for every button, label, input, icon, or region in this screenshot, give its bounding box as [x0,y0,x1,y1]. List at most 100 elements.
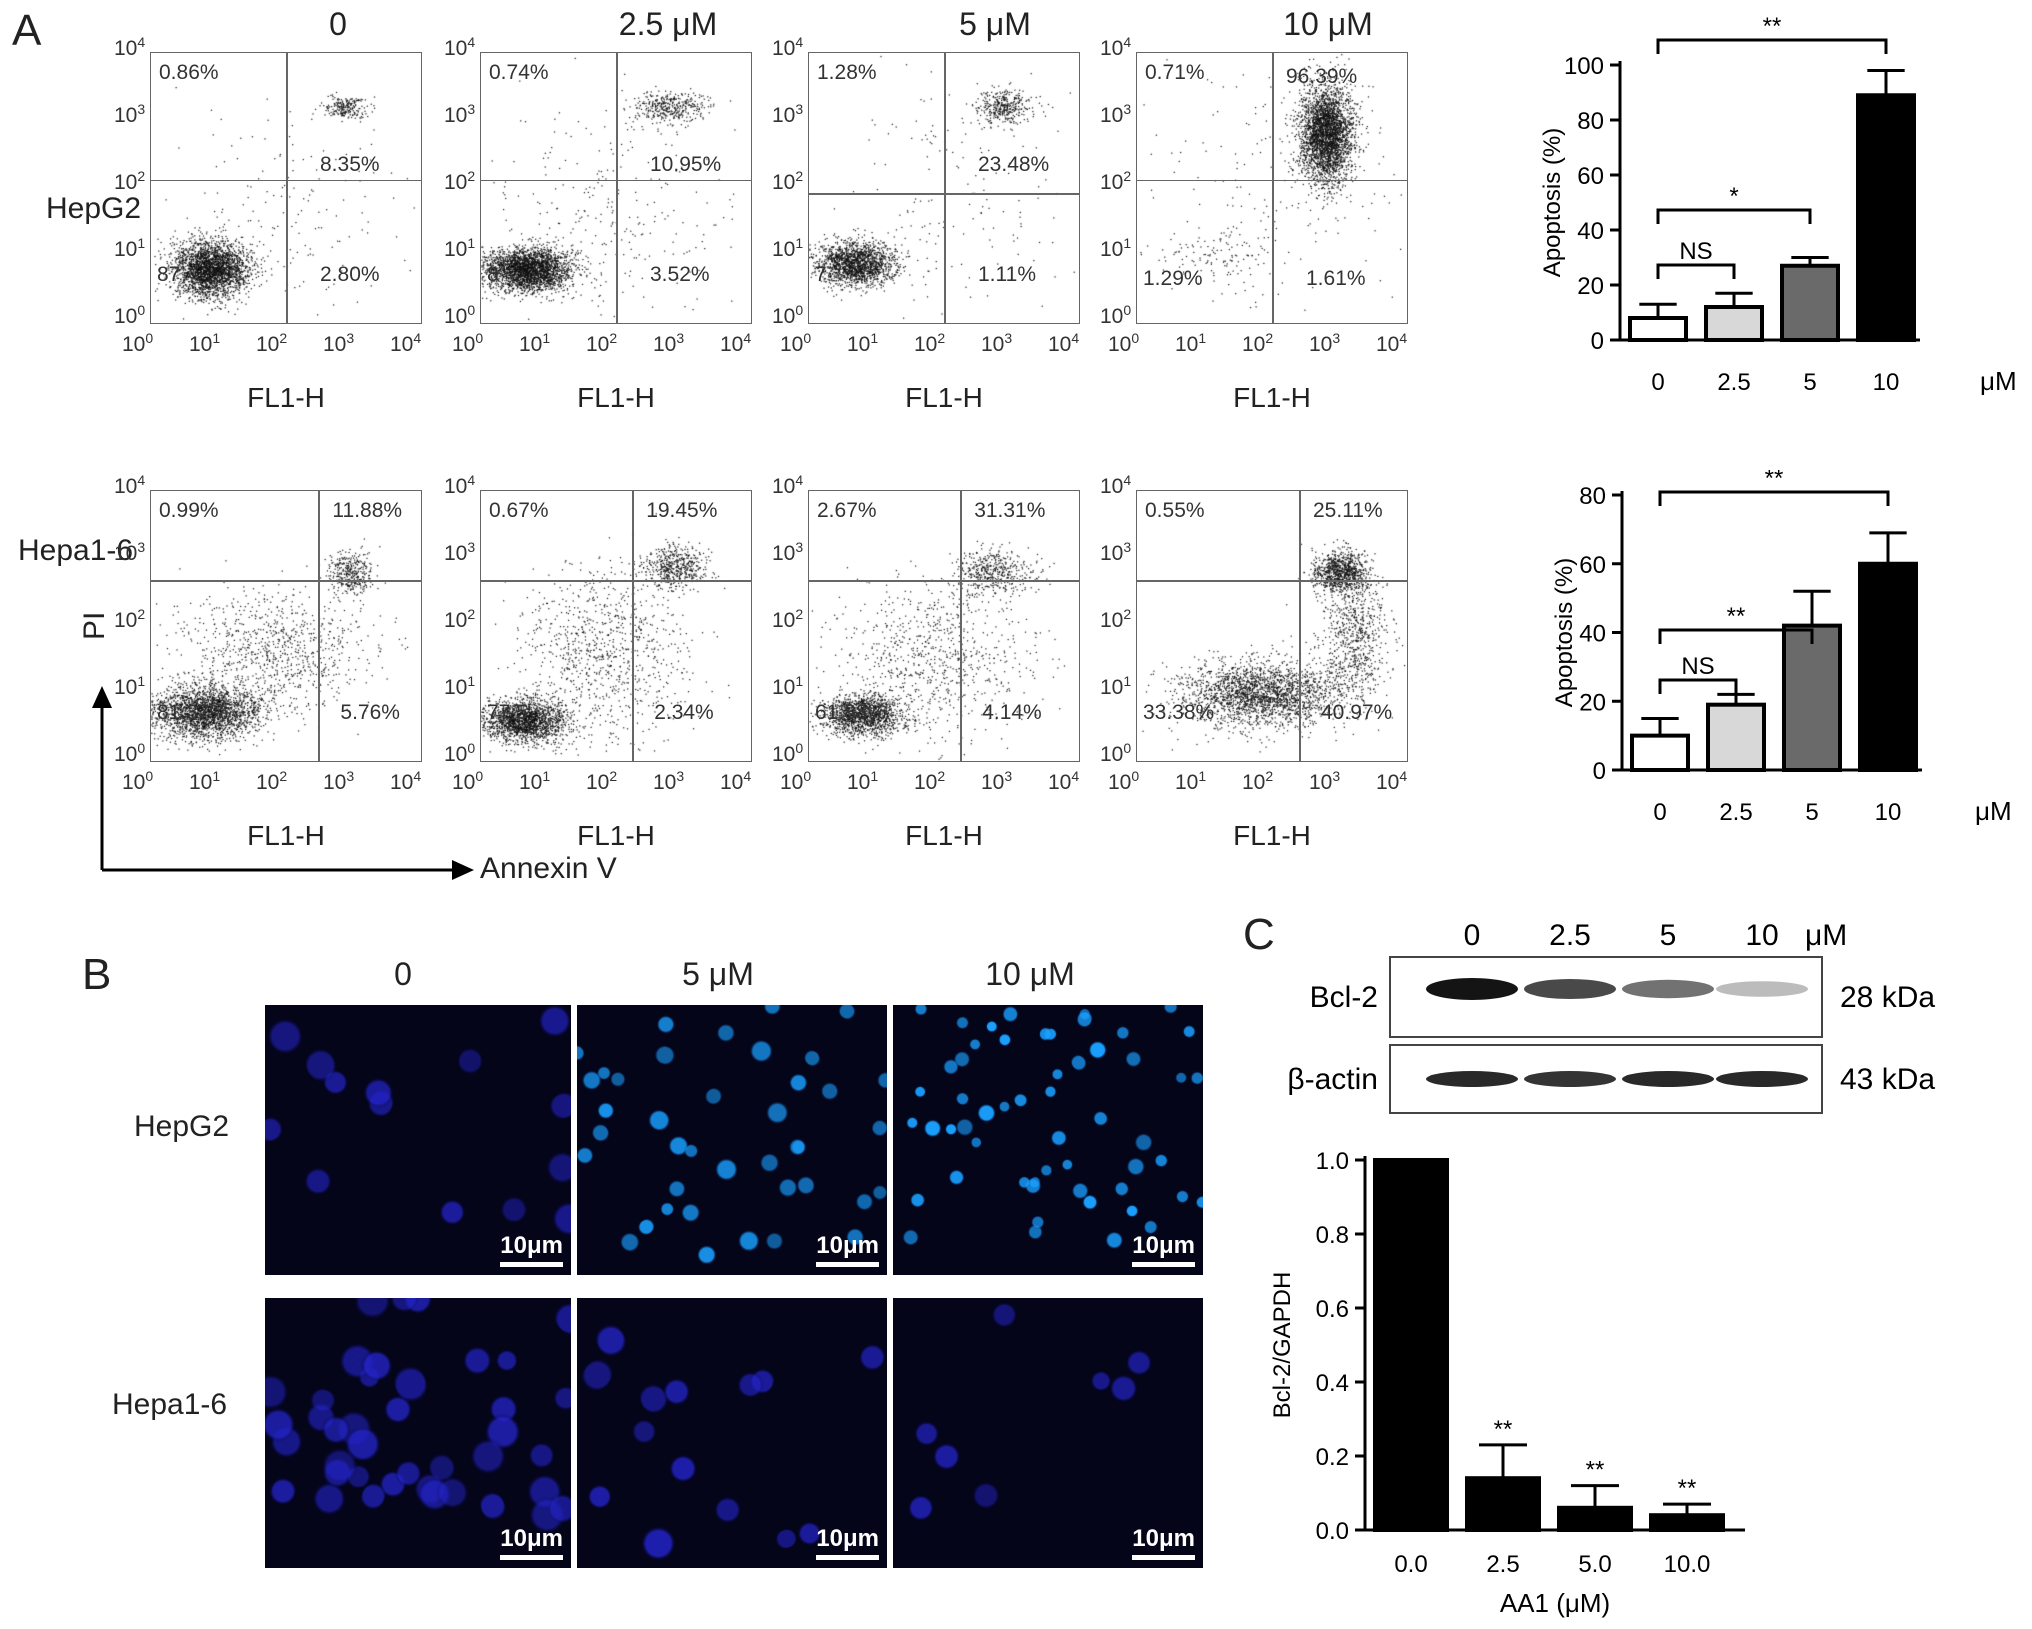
scale-bar-line [1132,1262,1195,1267]
y-tick-label: 104 [1100,472,1132,498]
y-tick-label: 80 [1577,108,1604,135]
bar [1557,1505,1633,1532]
x-tick-label: 101 [189,768,221,794]
nuclei-stain [893,1298,1203,1568]
x-axis-label: AA1 (μM) [1500,1588,1610,1618]
x-tick-label: 100 [452,768,484,794]
quadrant-gate-horizontal [481,580,751,582]
y-tick-label: 104 [772,472,804,498]
quadrant-gate-vertical [1272,53,1274,323]
nuclei-stain [577,1005,887,1275]
y-tick-label: 101 [1100,673,1132,699]
axis-arrows [92,686,474,880]
x-tick-label: 104 [720,330,752,356]
quadrant-percent-ll: 8 [487,263,499,286]
panel-c-letter: C [1243,910,1275,959]
x-axis-name: FL1-H [1233,820,1311,851]
x-tick-label: 103 [981,768,1013,794]
y-tick-label: 40 [1579,621,1606,648]
quadrant-percent-ll: 33.38% [1143,701,1215,724]
lane-label: 2.5 [1549,919,1591,952]
y-tick-label: 20 [1579,689,1606,716]
micro-row-hepa16: Hepa1-6 [112,1388,228,1421]
bar [1704,305,1764,342]
fluorescence-image: 10μm [265,1298,571,1568]
y-tick-label: 103 [114,101,146,127]
x-tick-label: 104 [1048,768,1080,794]
x-tick-label: 102 [586,330,618,356]
quadrant-gate-vertical [1299,491,1301,761]
dot-plot: 0.86% 8.35% 87 2.80% [150,52,422,324]
quadrant-percent-ll: 61.88% [815,701,887,724]
x-tick-label: 0 [1653,799,1666,826]
y-tick-label: 102 [1100,606,1132,632]
y-tick-label: 102 [772,168,804,194]
conc-header-5: 5 μM [959,6,1031,42]
quadrant-percent-ul: 2.67% [817,499,877,522]
quadrant-percent-ll: 7 [815,263,827,286]
significance-mark: ** [1586,1457,1605,1484]
x-tick-label: 100 [780,768,812,794]
scale-bar-line [816,1262,879,1267]
y-tick-label: 103 [1100,101,1132,127]
y-tick-label: 104 [772,34,804,60]
y-tick-label: 100 [772,740,804,766]
significance-bracket [1658,490,1890,506]
x-tick-label: 2.5 [1717,369,1750,396]
y-tick-label: 103 [772,101,804,127]
quadrant-percent-ul: 0.67% [489,499,549,522]
quadrant-percent-ur: 31.31% [974,499,1046,522]
significance-label: ** [1727,603,1746,630]
y-tick-label: 103 [772,539,804,565]
band-kda: 28 kDa [1840,981,1935,1014]
y-tick-label: 101 [114,673,146,699]
x-tick-label: 103 [1309,768,1341,794]
quadrant-percent-lr: 1.61% [1306,267,1366,290]
quadrant-percent-lr: 1.11% [978,263,1036,286]
significance-mark: ** [1678,1475,1697,1502]
dot-plot: 0.99% 11.88% 81.37% 5.76% [150,490,422,762]
nuclei-stain [893,1005,1203,1275]
x-axis-name: FL1-H [1233,382,1311,413]
y-tick-label: 103 [444,539,476,565]
y-tick-label: 100 [1100,740,1132,766]
band-kda: 43 kDa [1840,1063,1935,1096]
bar [1856,93,1916,342]
quadrant-gate-vertical [318,491,320,761]
y-tick-label: 102 [114,168,146,194]
scale-bar-label: 10μm [500,1232,563,1259]
fluorescence-image: 10μm [893,1005,1203,1275]
protein-band [1426,978,1518,1000]
scale-bar: 10μm [1132,1525,1195,1560]
y-tick-label: 1.0 [1316,1148,1349,1175]
x-tick-label: 101 [519,768,551,794]
y-tick-label: 101 [444,673,476,699]
x-tick-label: 100 [1108,768,1140,794]
y-tick-label: 0 [1593,758,1606,785]
quadrant-gate-horizontal [1137,580,1407,582]
significance-label: * [1729,183,1738,210]
bar [1630,733,1690,772]
x-tick-label: 2.5 [1719,799,1752,826]
y-axis-label: Bcl-2/GAPDH [1269,1272,1296,1419]
significance-label: NS [1679,238,1712,265]
y-tick-label: 104 [1100,34,1132,60]
bar [1373,1158,1449,1532]
lane-label: 5 [1660,919,1677,952]
x-tick-label: 104 [1376,768,1408,794]
micro-col-5: 5 μM [682,956,754,992]
conc-header-0: 0 [329,6,347,42]
dot-plot: 2.67% 31.31% 61.88% 4.14% [808,490,1080,762]
quadrant-percent-ur: 23.48% [978,153,1050,176]
y-tick-label: 40 [1577,218,1604,245]
conc-header-2-5: 2.5 μM [618,6,718,42]
y-tick-label: 60 [1579,552,1606,579]
quadrant-percent-lr: 4.14% [982,701,1042,724]
y-tick-label: 0.8 [1316,1222,1349,1249]
fluorescence-image: 10μm [265,1005,571,1275]
significance-mark: ** [1494,1416,1513,1443]
x-tick-label: 101 [847,768,879,794]
y-tick-label: 100 [1100,302,1132,328]
x-tick-label: 5 [1803,369,1816,396]
significance-label: ** [1763,13,1782,40]
